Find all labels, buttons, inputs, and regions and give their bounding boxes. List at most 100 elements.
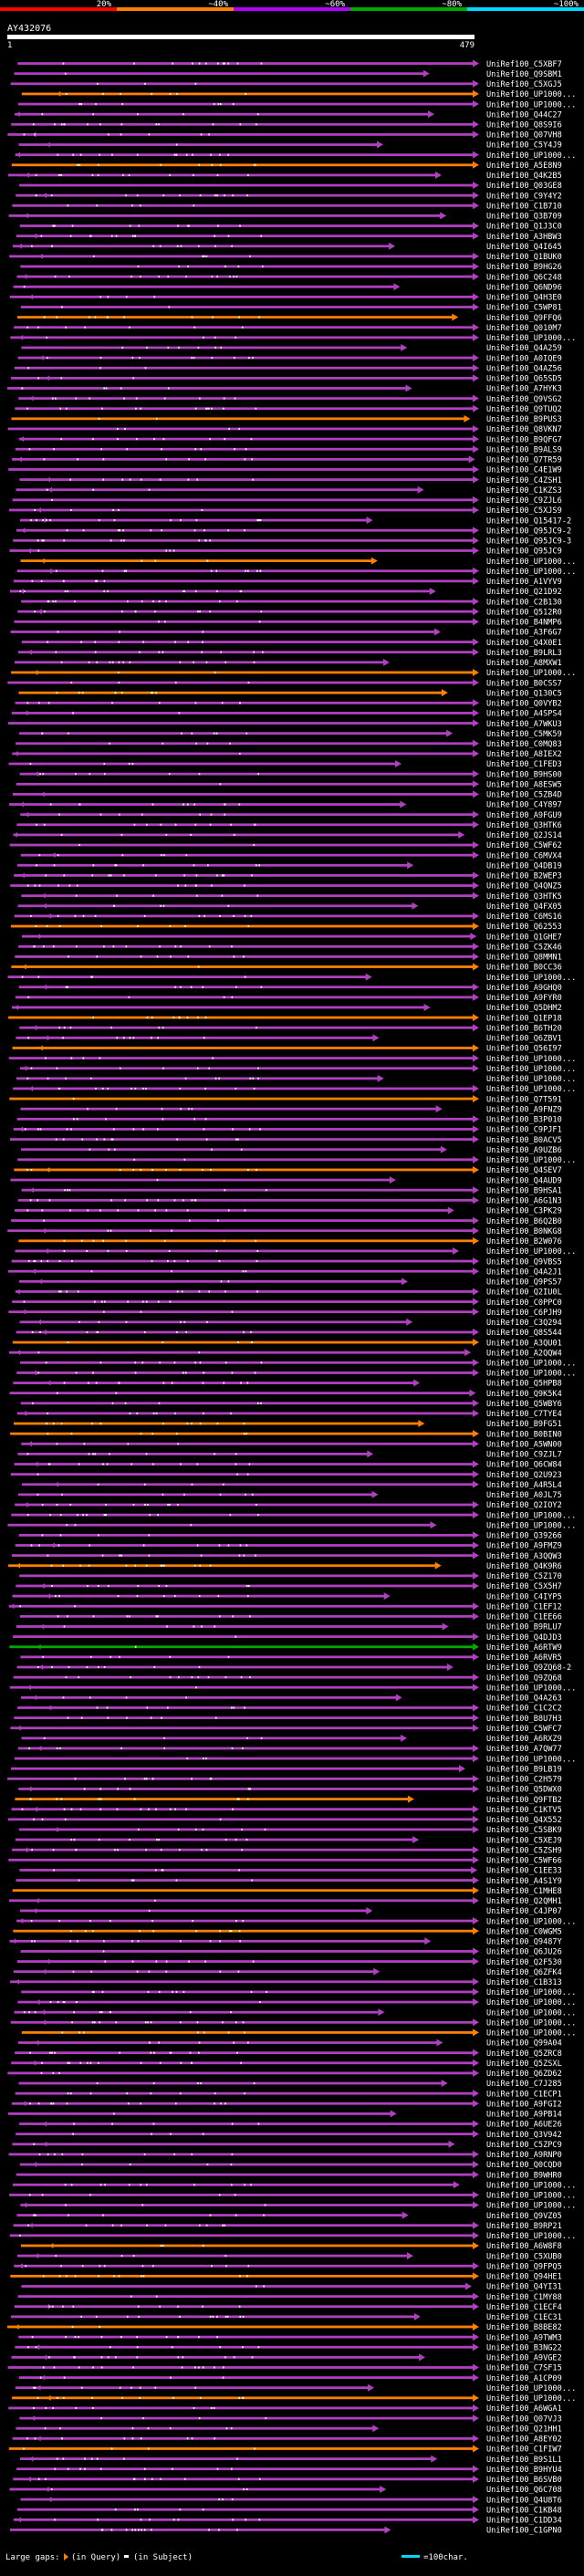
mismatch-dot <box>104 2184 106 2186</box>
mismatch-dot <box>145 1453 148 1455</box>
hit-end-arrow <box>473 232 479 240</box>
mismatch-dot <box>62 2457 65 2460</box>
mismatch-dot <box>83 1443 86 1445</box>
mismatch-dot <box>265 2417 267 2420</box>
mismatch-dot <box>192 1920 193 1923</box>
hit-label: UniRef100_UP1000... <box>486 334 576 343</box>
mismatch-dot <box>64 1818 67 1820</box>
mismatch-dot <box>24 1128 26 1131</box>
mismatch-dot <box>92 1930 94 1933</box>
mismatch-dot <box>254 163 256 166</box>
hit-start-arrow <box>24 1502 28 1508</box>
mismatch-dot <box>197 2082 199 2085</box>
hit-row: UniRef100_Q9FPQ5 <box>14 2262 562 2271</box>
hit-start-arrow <box>34 1461 38 1467</box>
hit-bar <box>16 235 474 238</box>
mismatch-dot <box>128 2184 130 2186</box>
mismatch-dot <box>82 914 85 917</box>
mismatch-dot <box>259 1128 261 1131</box>
hit-label: UniRef100_C1KZS3 <box>486 486 562 495</box>
hit-start-arrow <box>12 1938 16 1945</box>
hit-bar <box>21 1188 475 1192</box>
mismatch-dot <box>259 519 262 522</box>
mismatch-dot <box>30 1920 33 1923</box>
mismatch-dot <box>187 266 190 268</box>
mismatch-dot <box>224 813 226 816</box>
mismatch-dot <box>101 407 103 410</box>
hit-label: UniRef100_Q8VKN7 <box>486 425 562 434</box>
hit-label: UniRef100_C5Y4J9 <box>486 141 562 151</box>
hit-label: UniRef100_Q010M7 <box>486 324 562 333</box>
hit-row: UniRef100_C5WF66 <box>8 1856 562 1866</box>
hit-bar <box>7 2112 392 2115</box>
hit-bar <box>17 2000 474 2004</box>
mismatch-dot <box>142 864 144 867</box>
mismatch-dot <box>110 539 112 542</box>
hit-start-arrow <box>36 2384 41 2391</box>
mismatch-dot <box>240 589 243 592</box>
mismatch-dot <box>216 194 218 197</box>
hit-end-arrow <box>401 344 408 352</box>
mismatch-dot <box>211 357 214 360</box>
hit-start-arrow <box>47 486 52 493</box>
hit-bar <box>16 275 474 278</box>
mismatch-dot <box>174 945 177 948</box>
mismatch-dot <box>219 914 221 917</box>
hit-bar <box>7 1229 475 1233</box>
mismatch-dot <box>221 874 224 877</box>
hit-end-arrow <box>473 953 479 961</box>
hit-start-arrow <box>33 1695 37 1701</box>
mismatch-dot <box>128 996 130 998</box>
hit-row: UniRef100_Q5HPB8 <box>13 1379 562 1389</box>
hit-row: UniRef100_B3NG22 <box>15 2343 562 2352</box>
mismatch-dot <box>175 1879 178 1882</box>
mismatch-dot <box>103 589 106 592</box>
hit-label: UniRef100_A4SPS4 <box>486 710 562 719</box>
hit-label: UniRef100_Q95JC9 <box>486 548 562 557</box>
mismatch-dot <box>202 2366 204 2369</box>
hit-bar <box>19 2416 474 2420</box>
mismatch-dot <box>116 1037 119 1039</box>
mismatch-dot <box>193 1564 196 1567</box>
mismatch-dot <box>92 2406 94 2409</box>
hit-label: UniRef100_C1ECF4 <box>486 2303 562 2312</box>
mismatch-dot <box>140 2184 142 2186</box>
mismatch-dot <box>107 1716 110 1719</box>
hit-row: UniRef100_Q7TR59 <box>12 455 562 465</box>
mismatch-dot <box>87 1585 89 1588</box>
mismatch-dot <box>244 2184 246 2186</box>
hit-bar <box>13 2477 474 2481</box>
hit-label: UniRef100_UP1000... <box>486 100 576 110</box>
hit-end-arrow <box>371 1490 379 1498</box>
hit-label: UniRef100_Q4A259 <box>486 344 562 353</box>
hit-bar <box>20 559 373 562</box>
hit-label: UniRef100_B2WEP3 <box>486 872 562 881</box>
mismatch-dot <box>28 2011 30 2014</box>
hit-start-arrow <box>24 213 28 219</box>
mismatch-dot <box>259 569 262 572</box>
hit-bar <box>7 387 408 390</box>
mismatch-dot <box>203 255 205 257</box>
mismatch-dot <box>54 224 56 227</box>
mismatch-dot <box>51 1665 53 1668</box>
mismatch-dot <box>73 2011 75 2014</box>
mismatch-dot <box>68 2214 69 2216</box>
mismatch-dot <box>108 133 110 136</box>
hit-end-arrow <box>473 1267 479 1276</box>
mismatch-dot <box>233 833 235 836</box>
mismatch-dot <box>67 204 69 207</box>
mismatch-dot <box>46 925 48 928</box>
mismatch-dot <box>43 539 45 542</box>
hit-bar <box>9 2529 387 2531</box>
hit-label: UniRef100_B8U7H3 <box>486 1715 562 1724</box>
mismatch-dot <box>141 600 143 603</box>
hit-row: UniRef100_Q010M7 <box>14 323 562 333</box>
mismatch-dot <box>227 1544 230 1547</box>
query-gap-icon <box>64 2553 68 2560</box>
hit-label: UniRef100_A1VYV9 <box>486 578 562 587</box>
hit-end-arrow <box>473 1724 479 1732</box>
mismatch-dot <box>63 1249 66 1252</box>
mismatch-dot <box>42 2275 45 2278</box>
hit-label: UniRef100_C3Q294 <box>486 1319 562 1328</box>
mismatch-dot <box>152 1412 155 1414</box>
